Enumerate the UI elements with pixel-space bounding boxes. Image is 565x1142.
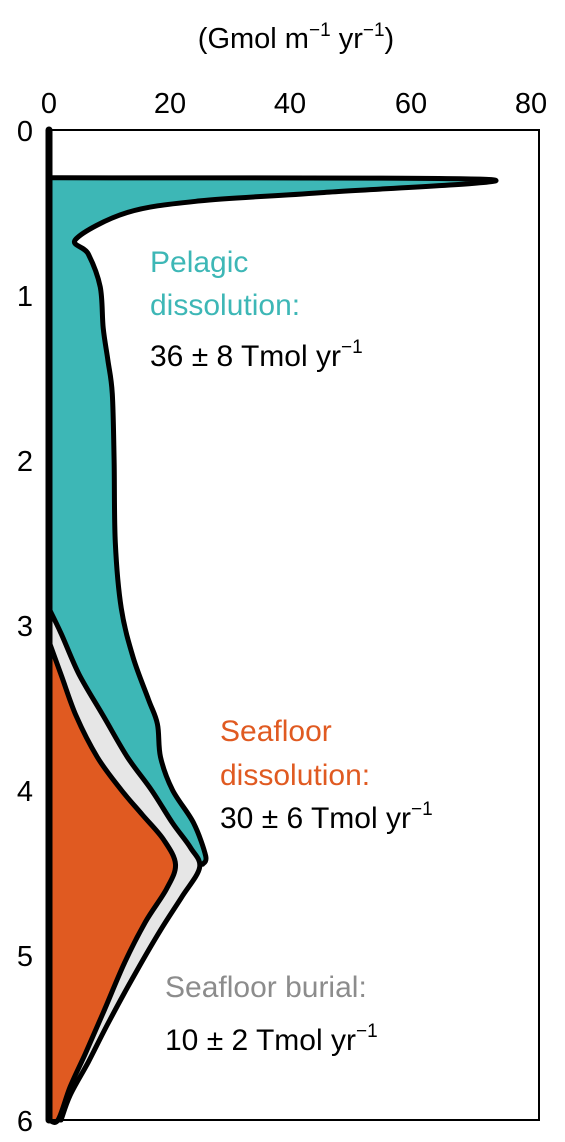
pelagic-value-text: 36 ± 8 Tmol yr [150,340,341,373]
burial-label: Seafloor burial: [165,971,367,1004]
x-axis-title: (Gmol m−1 yr−1) [198,20,394,55]
y-tick-label-6: 6 [17,1106,33,1138]
pelagic-value: 36 ± 8 Tmol yr−1 [150,337,363,373]
x-tick-label-60: 60 [395,88,427,120]
x-axis-title-exp1: −1 [309,20,331,41]
x-tick-label-40: 40 [274,88,306,120]
y-tick-labels: 0 1 2 3 4 5 6 [17,116,33,1138]
x-axis-title-middle: yr [331,23,364,55]
x-axis-title-prefix: (Gmol m [198,23,309,55]
burial-value-exp: −1 [356,1021,378,1042]
seafloor-label-line2: dissolution: [220,759,370,792]
plot-frame [48,129,540,1121]
pelagic-label-line1: Pelagic [150,246,248,279]
x-tick-label-0: 0 [41,88,57,120]
burial-value: 10 ± 2 Tmol yr−1 [165,1021,378,1057]
x-axis-title-suffix: ) [385,23,395,55]
x-tick-label-20: 20 [154,88,186,120]
y-tick-label-4: 4 [17,776,33,808]
pelagic-value-exp: −1 [341,337,363,358]
x-tick-labels: 0 20 40 60 80 [41,88,547,120]
y-tick-label-3: 3 [17,611,33,643]
seafloor-value-text: 30 ± 6 Tmol yr [220,802,411,835]
y-tick-label-1: 1 [17,281,33,313]
y-tick-label-5: 5 [17,941,33,973]
seafloor-value-exp: −1 [411,799,433,820]
seafloor-label-line1: Seafloor [220,715,332,748]
y-tick-label-0: 0 [17,116,33,148]
y-tick-label-2: 2 [17,446,33,478]
burial-value-text: 10 ± 2 Tmol yr [165,1024,356,1057]
pelagic-label-line2: dissolution: [150,289,300,322]
x-tick-label-80: 80 [515,88,547,120]
x-axis-title-exp2: −1 [363,20,385,41]
seafloor-value: 30 ± 6 Tmol yr−1 [220,799,433,835]
seafloor-dissolution-area [46,639,179,1125]
